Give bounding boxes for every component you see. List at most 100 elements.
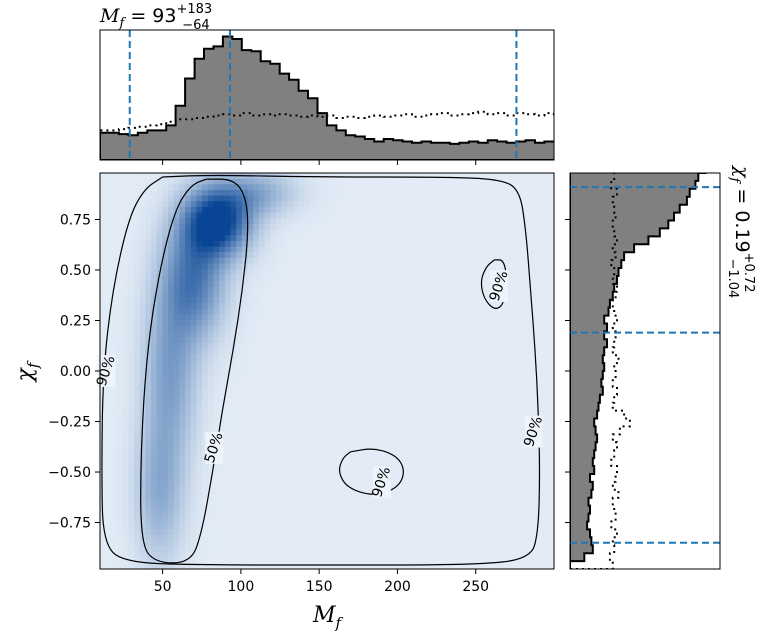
- density-cell: [480, 512, 487, 519]
- density-cell: [309, 450, 317, 457]
- density-cell: [434, 246, 442, 253]
- density-cell: [162, 291, 169, 299]
- density-cell: [196, 523, 203, 530]
- density-cell: [287, 512, 294, 519]
- density-cell: [281, 529, 288, 536]
- density-cell: [100, 308, 107, 316]
- density-cell: [275, 552, 283, 559]
- density-cell: [395, 331, 402, 338]
- density-cell: [417, 518, 425, 525]
- density-cell: [485, 308, 493, 316]
- density-cell: [207, 223, 215, 231]
- density-cell: [100, 274, 107, 282]
- density-cell: [190, 455, 198, 463]
- density-cell: [474, 518, 481, 525]
- density-cell: [497, 184, 504, 191]
- density-cell: [105, 342, 112, 349]
- density-cell: [491, 529, 498, 536]
- density-cell: [292, 371, 300, 378]
- density-cell: [309, 263, 317, 270]
- density-cell: [338, 512, 345, 519]
- density-cell: [111, 404, 118, 412]
- density-cell: [128, 489, 135, 497]
- density-cell: [395, 535, 402, 542]
- density-cell: [236, 229, 243, 236]
- density-cell: [491, 506, 498, 514]
- density-cell: [179, 223, 186, 231]
- density-cell: [491, 348, 498, 355]
- density-cell: [117, 467, 124, 474]
- density-cell: [468, 484, 476, 491]
- density-cell: [173, 359, 181, 366]
- density-cell: [298, 529, 305, 536]
- density-cell: [315, 552, 322, 559]
- density-cell: [474, 557, 481, 564]
- density-cell: [463, 518, 470, 525]
- density-cell: [485, 535, 493, 542]
- density-cell: [417, 376, 425, 383]
- density-cell: [491, 263, 498, 270]
- density-cell: [446, 218, 453, 225]
- density-cell: [321, 546, 328, 553]
- density-cell: [429, 410, 436, 417]
- density-cell: [417, 184, 425, 191]
- density-cell: [185, 444, 192, 451]
- density-cell: [349, 552, 356, 559]
- density-cell: [224, 450, 232, 457]
- density-cell: [361, 178, 368, 185]
- density-cell: [128, 444, 135, 451]
- density-cell: [378, 297, 385, 304]
- density-cell: [372, 495, 379, 502]
- density-cell: [309, 206, 317, 214]
- density-cell: [338, 308, 345, 316]
- density-cell: [241, 229, 249, 236]
- density-cell: [309, 523, 317, 530]
- density-cell: [361, 348, 368, 355]
- density-cell: [446, 467, 453, 474]
- density-cell: [344, 291, 351, 299]
- density-cell: [236, 235, 243, 242]
- density-cell: [378, 399, 385, 406]
- density-cell: [236, 240, 243, 248]
- density-cell: [395, 501, 402, 508]
- density-cell: [361, 252, 368, 259]
- density-cell: [105, 450, 112, 457]
- density-cell: [134, 359, 141, 366]
- density-cell: [122, 286, 129, 293]
- density-cell: [304, 201, 311, 208]
- density-cell: [128, 535, 135, 542]
- density-cell: [258, 212, 266, 219]
- density-cell: [423, 416, 430, 423]
- density-cell: [202, 184, 209, 191]
- density-cell: [128, 325, 135, 332]
- density-cell: [270, 506, 277, 514]
- density-cell: [451, 337, 459, 344]
- density-cell: [258, 235, 266, 242]
- density-cell: [264, 212, 271, 219]
- density-cell: [429, 467, 436, 474]
- density-cell: [236, 274, 243, 282]
- density-cell: [281, 416, 288, 423]
- density-cell: [309, 269, 317, 276]
- density-cell: [480, 257, 487, 265]
- density-cell: [185, 546, 192, 553]
- density-cell: [480, 467, 487, 474]
- density-cell: [207, 325, 215, 332]
- density-cell: [355, 512, 362, 519]
- density-cell: [111, 540, 118, 547]
- density-cell: [162, 303, 169, 310]
- density-cell: [241, 489, 249, 497]
- density-cell: [230, 359, 237, 366]
- density-cell: [247, 342, 254, 349]
- density-cell: [173, 325, 181, 332]
- density-cell: [134, 546, 141, 553]
- density-cell: [151, 495, 158, 502]
- density-cell: [446, 506, 453, 514]
- density-cell: [309, 461, 317, 468]
- density-cell: [134, 455, 141, 463]
- density-cell: [338, 314, 345, 321]
- density-cell: [378, 229, 385, 236]
- density-cell: [463, 433, 470, 440]
- density-cell: [151, 274, 158, 282]
- density-cell: [128, 235, 135, 242]
